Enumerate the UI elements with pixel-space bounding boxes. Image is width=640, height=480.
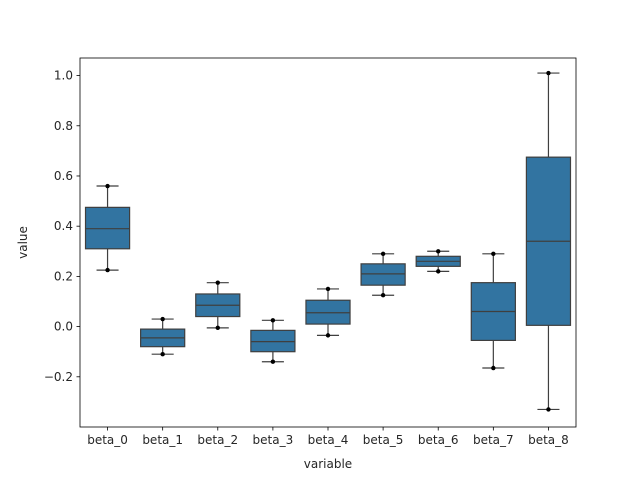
- data-point-beta_8: [546, 407, 551, 412]
- data-point-beta_3: [270, 359, 276, 364]
- x-tick-label: beta_7: [473, 433, 514, 447]
- y-axis: −0.2 0.0 0.2 0.4 0.6 0.8 1.0: [44, 69, 80, 384]
- box-beta_5: [360, 253, 406, 296]
- box-body: [305, 299, 351, 325]
- y-tick-label: 1.0: [54, 69, 73, 83]
- data-point-beta_7: [491, 251, 496, 256]
- y-tick-label: 0.2: [54, 269, 73, 283]
- y-axis-label: value: [16, 226, 30, 259]
- x-tick-label: beta_4: [308, 433, 349, 447]
- x-tick-label: beta_3: [253, 433, 294, 447]
- data-point-beta_4: [325, 333, 331, 338]
- data-point-beta_8: [546, 70, 551, 76]
- x-tick-label: beta_2: [197, 433, 238, 447]
- box-beta_0: [84, 185, 131, 271]
- y-tick-label: 0.4: [54, 219, 73, 233]
- box-beta_3: [250, 319, 296, 363]
- data-point-beta_4: [325, 286, 331, 292]
- data-point-beta_1: [160, 352, 165, 357]
- data-point-beta_2: [215, 280, 220, 285]
- data-point-beta_7: [491, 365, 496, 371]
- plot-area: [84, 70, 572, 412]
- box-beta_6: [415, 250, 461, 272]
- x-axis: beta_0 beta_1 beta_2 beta_3 beta_4 beta_5 beta…: [87, 427, 569, 447]
- box-beta_1: [140, 318, 186, 355]
- x-tick-label: beta_6: [418, 433, 459, 447]
- box-beta_8: [525, 72, 572, 411]
- box-body: [250, 329, 296, 353]
- data-point-beta_0: [105, 183, 110, 189]
- y-tick-label: 0.6: [54, 169, 73, 183]
- data-point-beta_5: [380, 251, 386, 256]
- box-beta_7: [470, 253, 516, 369]
- y-tick-label: 0.0: [54, 320, 73, 334]
- data-point-beta_3: [270, 318, 276, 323]
- axes-frame: [79, 57, 577, 428]
- y-tick-label: 0.8: [54, 119, 73, 133]
- data-point-beta_1: [160, 316, 165, 322]
- x-tick-label: beta_0: [87, 433, 128, 447]
- data-point-beta_5: [380, 293, 386, 298]
- y-tick-label: −0.2: [44, 370, 73, 384]
- data-point-beta_0: [105, 267, 110, 273]
- x-axis-label: variable: [304, 457, 352, 471]
- box-beta_2: [195, 282, 241, 329]
- data-point-beta_6: [436, 269, 441, 274]
- box-body: [84, 206, 131, 250]
- data-point-beta_2: [215, 325, 220, 331]
- box-body: [360, 263, 406, 286]
- box-beta_4: [305, 288, 351, 336]
- x-tick-label: beta_5: [363, 433, 404, 447]
- x-tick-label: beta_8: [528, 433, 569, 447]
- x-tick-label: beta_1: [142, 433, 183, 447]
- data-point-beta_6: [436, 249, 441, 254]
